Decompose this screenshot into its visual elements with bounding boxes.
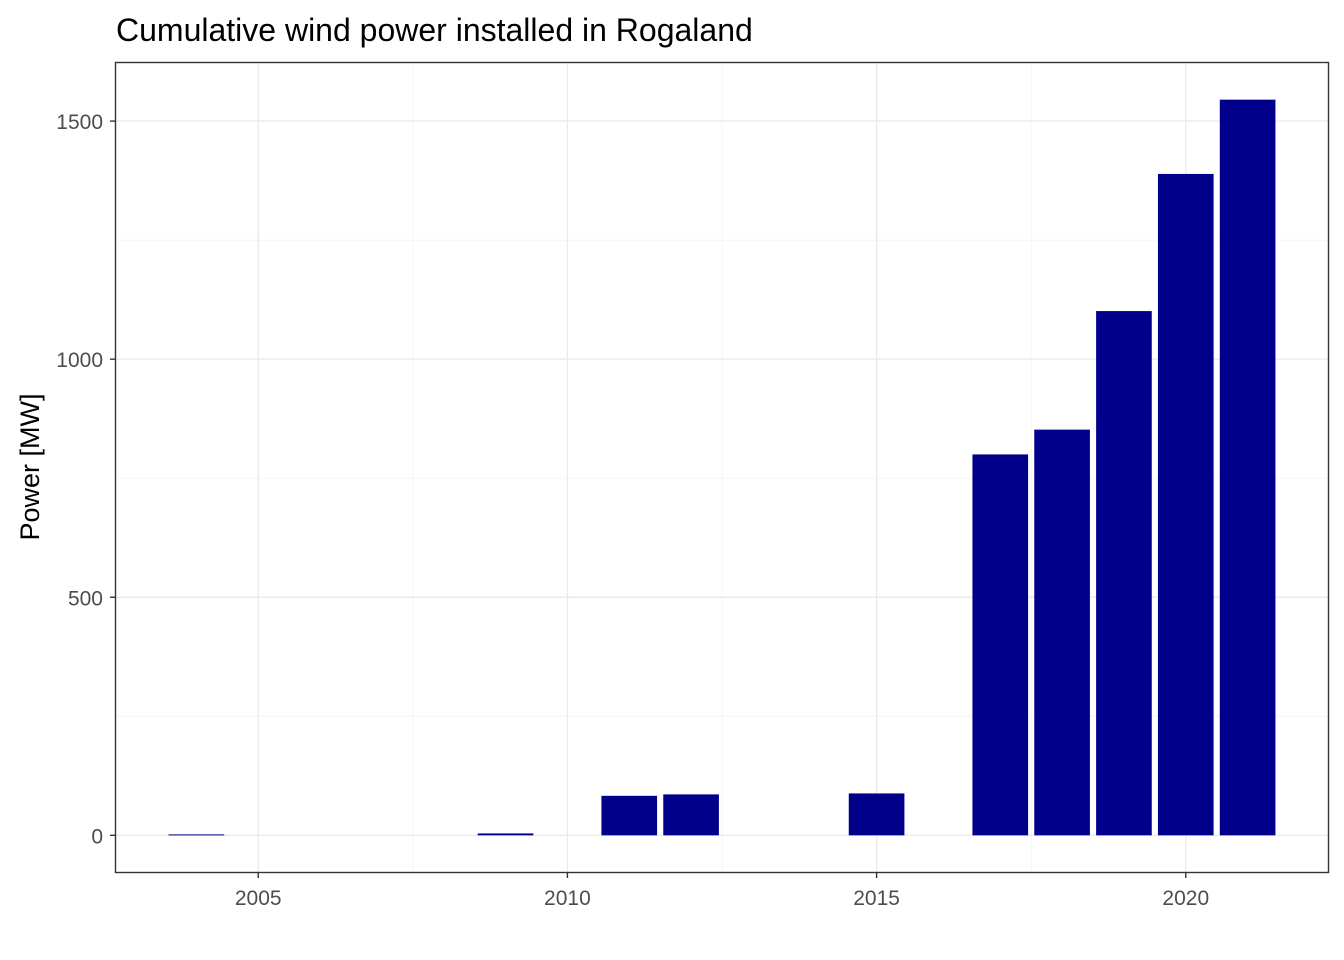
x-tick-label: 2015 (853, 887, 900, 910)
bar (477, 833, 534, 836)
bar (848, 793, 905, 836)
bar (1096, 311, 1152, 836)
y-tick-label: 1500 (56, 111, 103, 134)
y-axis: 0 500 1000 1500 (56, 111, 116, 848)
plot-panel-border (114, 61, 1330, 874)
x-tick-label: 2010 (544, 887, 591, 910)
y-tick-label: 0 (91, 825, 103, 848)
bar (1034, 429, 1090, 836)
x-tick-label: 2005 (235, 887, 282, 910)
chart-title: Cumulative wind power installed in Rogal… (116, 12, 753, 48)
bar (1219, 99, 1276, 836)
bar (663, 794, 719, 836)
bar (168, 834, 225, 836)
bar (972, 454, 1029, 836)
bar (601, 795, 658, 836)
y-axis-title: Power [MW] (15, 393, 45, 540)
x-tick-label: 2020 (1162, 887, 1209, 910)
y-tick-label: 500 (68, 587, 103, 610)
bar (1157, 173, 1214, 836)
bar-series (168, 99, 1276, 836)
y-tick-label: 1000 (56, 349, 103, 372)
x-axis: 2005 2010 2015 2020 (235, 872, 1209, 910)
